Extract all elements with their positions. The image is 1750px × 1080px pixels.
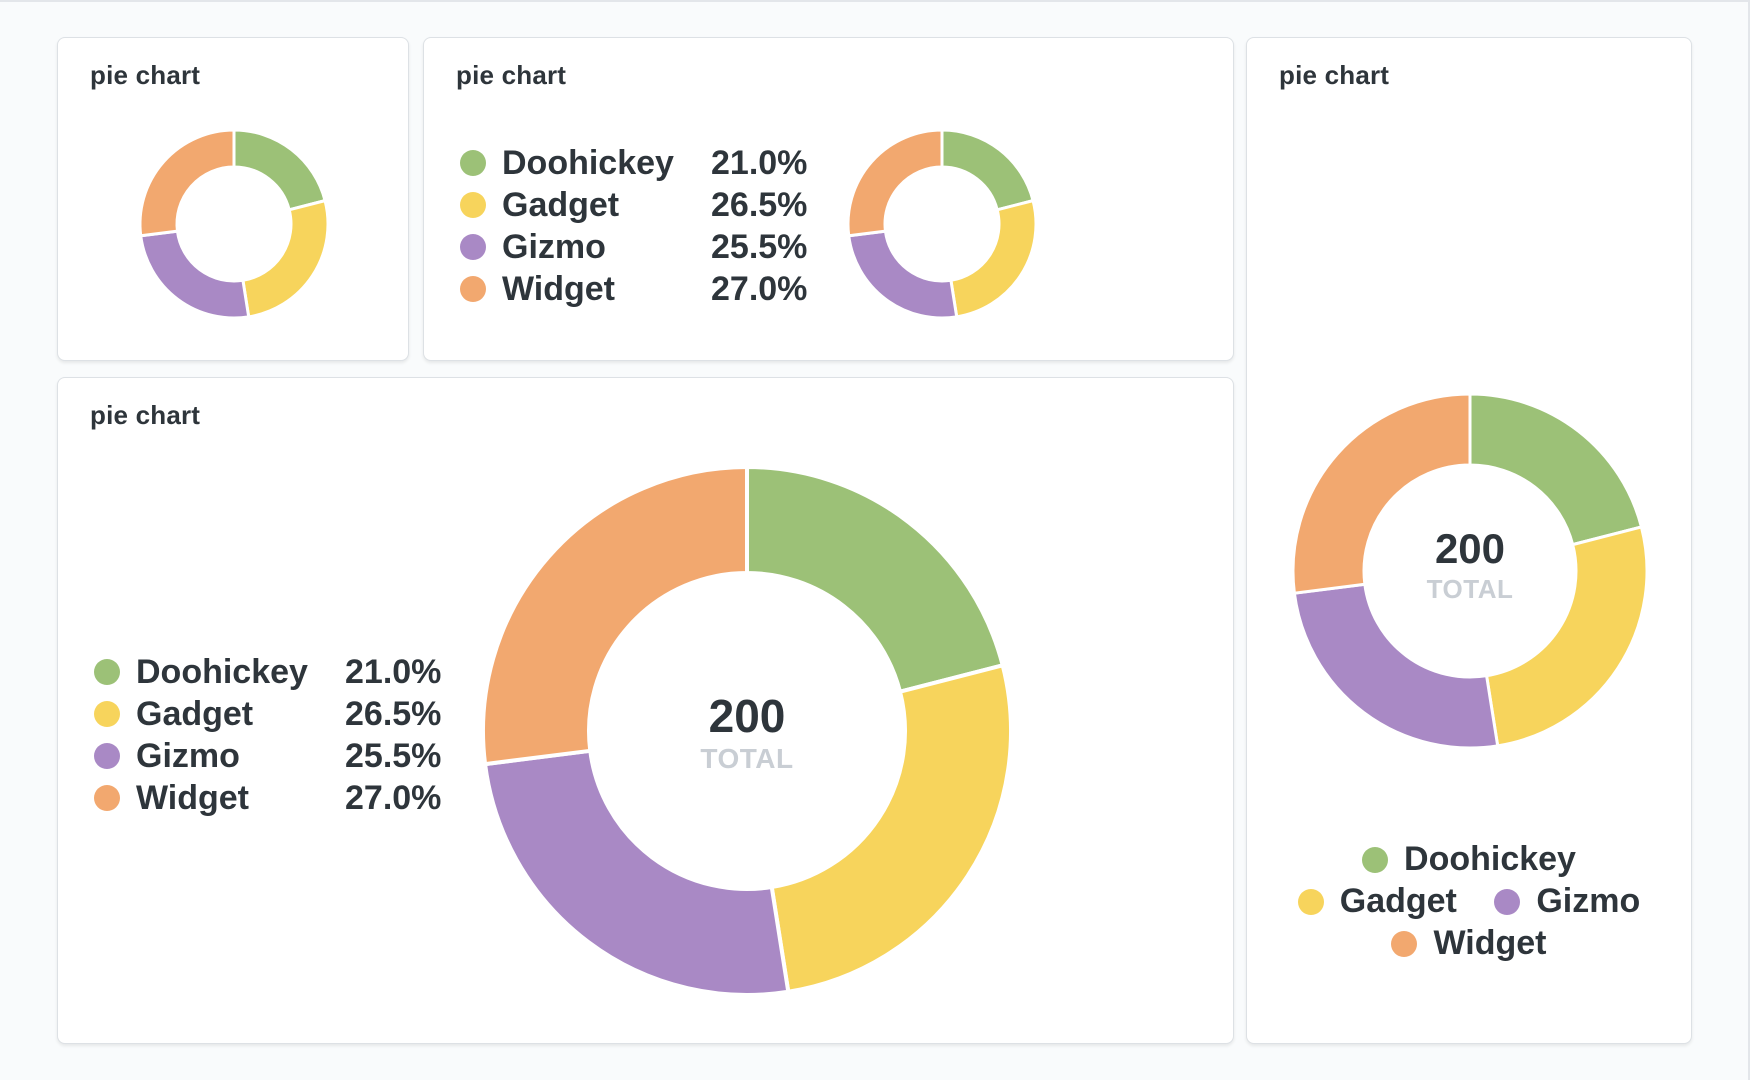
legend-dot: [460, 234, 486, 260]
legend: Doohickey 21.0% Gadget 26.5% Gizmo 25.5%…: [94, 651, 474, 819]
legend-label: Widget: [136, 779, 250, 817]
legend-label: Gizmo: [1536, 882, 1641, 920]
legend-dot: [1297, 889, 1324, 915]
legend-dot: [1494, 889, 1521, 915]
legend-label: Doohickey: [1404, 840, 1576, 878]
donut-total-value: 200: [1434, 525, 1506, 572]
donut-slice-widget[interactable]: [846, 128, 944, 238]
legend-dot: [1362, 847, 1389, 873]
donut-total-value: 200: [708, 690, 786, 742]
legend-percent: 21.0%: [711, 144, 808, 182]
donut-slice-widget[interactable]: [1291, 392, 1472, 595]
legend-dot: [460, 150, 486, 176]
legend-label: Gadget: [502, 186, 620, 224]
legend-dot: [94, 701, 120, 727]
legend-item-gizmo[interactable]: Gizmo: [1494, 880, 1640, 922]
legend-dot: [94, 743, 120, 769]
legend-percent: 21.0%: [345, 653, 442, 691]
legend-label: Widget: [502, 270, 616, 308]
legend-label: Doohickey: [136, 653, 308, 691]
legend-item-gadget[interactable]: Gadget 26.5%: [94, 693, 474, 735]
legend-percent: 27.0%: [345, 779, 442, 817]
donut-slice-doohickey[interactable]: [940, 128, 1035, 212]
legend-label: Widget: [1433, 924, 1547, 962]
legend-item-doohickey[interactable]: Doohickey 21.0%: [94, 651, 474, 693]
legend-dot: [1391, 931, 1418, 957]
legend-label: Gizmo: [502, 228, 606, 266]
donut-slice-widget[interactable]: [138, 128, 236, 238]
legend-percent: 27.0%: [711, 270, 808, 308]
legend-dot: [94, 659, 120, 685]
legend-item-widget[interactable]: Widget 27.0%: [94, 777, 474, 819]
donut-slice-gadget[interactable]: [241, 198, 330, 319]
legend-label: Gizmo: [136, 737, 240, 775]
donut-total-label: TOTAL: [700, 743, 794, 774]
legend-item-gadget[interactable]: Gadget 26.5%: [460, 184, 807, 226]
donut-chart: [138, 128, 330, 320]
legend-item-gizmo[interactable]: Gizmo 25.5%: [460, 226, 807, 268]
legend-item-widget[interactable]: Widget 27.0%: [460, 268, 807, 310]
legend-item-gizmo[interactable]: Gizmo 25.5%: [94, 735, 474, 777]
donut-slice-gizmo[interactable]: [139, 229, 251, 320]
legend: Doohickey Gadget Gizmo Widget: [1247, 838, 1691, 964]
legend-label: Gadget: [1339, 882, 1457, 920]
donut-slice-widget[interactable]: [481, 464, 749, 767]
legend: Doohickey 21.0% Gadget 26.5% Gizmo 25.5%…: [460, 142, 807, 310]
donut-slice-doohickey[interactable]: [745, 464, 1006, 695]
legend-percent: 26.5%: [711, 186, 808, 224]
legend-item-widget[interactable]: Widget: [1391, 922, 1547, 964]
legend-item-gadget[interactable]: Gadget: [1297, 880, 1457, 922]
donut-slice-gadget[interactable]: [949, 198, 1038, 319]
donut-chart: [481, 464, 1013, 997]
donut-total-label: TOTAL: [1426, 574, 1514, 604]
pie-card-legend: pie chart Doohickey 21.0% Gadget 26.5% G…: [423, 37, 1234, 361]
donut-slice-doohickey[interactable]: [232, 128, 327, 212]
card-title: pie chart: [90, 400, 201, 430]
donut-slice-doohickey[interactable]: [1468, 392, 1644, 547]
legend-percent: 25.5%: [711, 228, 808, 266]
legend-dot: [460, 276, 486, 302]
donut-slice-gadget[interactable]: [1484, 525, 1649, 748]
legend-percent: 25.5%: [345, 737, 442, 775]
donut-slice-gadget[interactable]: [769, 662, 1013, 995]
card-title: pie chart: [456, 60, 567, 90]
donut-chart: [1291, 392, 1649, 750]
legend-label: Doohickey: [502, 144, 674, 182]
legend-dot: [94, 785, 120, 811]
donut-slice-gizmo[interactable]: [1292, 582, 1500, 750]
legend-item-doohickey[interactable]: Doohickey: [1362, 838, 1576, 880]
pie-card-tall: pie chart 200 TOTAL Doohickey Gadget Giz…: [1246, 37, 1692, 1044]
card-title: pie chart: [90, 60, 201, 90]
donut-slice-gizmo[interactable]: [847, 229, 959, 320]
legend-label: Gadget: [136, 695, 254, 733]
pie-card-small: pie chart: [57, 37, 409, 361]
donut-chart: [846, 128, 1038, 320]
donut-slice-gizmo[interactable]: [482, 748, 791, 997]
legend-dot: [460, 192, 486, 218]
pie-card-large: pie chart Doohickey 21.0% Gadget 26.5% G…: [57, 377, 1234, 1044]
legend-item-doohickey[interactable]: Doohickey 21.0%: [460, 142, 807, 184]
card-title: pie chart: [1279, 60, 1390, 90]
legend-percent: 26.5%: [345, 695, 442, 733]
